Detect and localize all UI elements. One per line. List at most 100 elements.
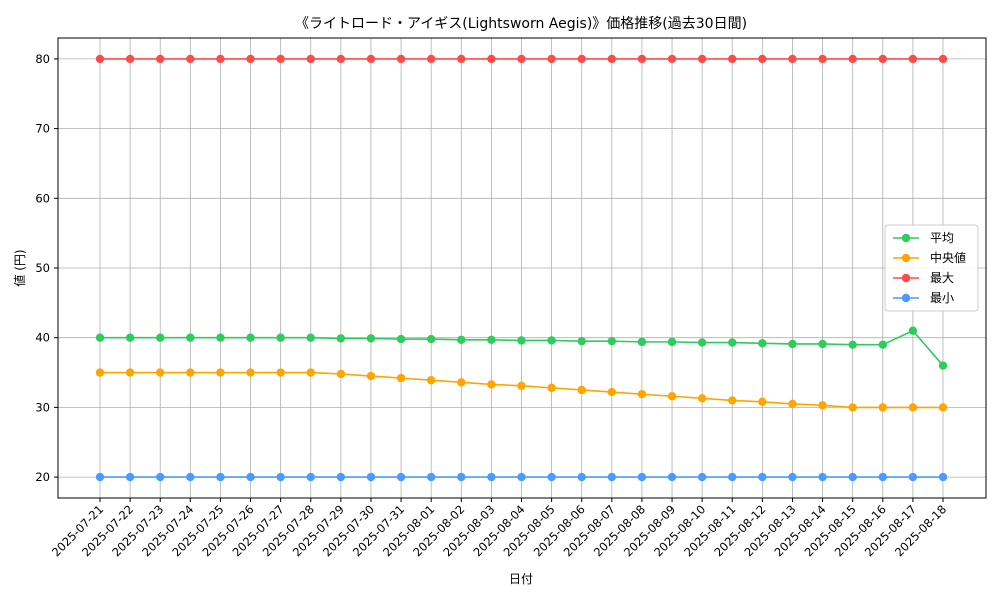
legend-box: [884, 224, 979, 312]
data-point: [547, 383, 556, 393]
data-point: [788, 399, 797, 409]
data-point: [336, 472, 346, 482]
data-point: [276, 472, 285, 482]
data-point: [697, 338, 707, 347]
data-point: [818, 339, 827, 349]
data-point: [306, 54, 315, 64]
data-point: [457, 378, 466, 387]
data-point: [667, 54, 677, 64]
data-point: [426, 334, 436, 344]
legend-label: 最大: [930, 271, 954, 285]
data-point: [577, 472, 586, 482]
y-axis-label: 値 (円): [12, 249, 27, 286]
data-point: [577, 385, 586, 395]
data-point: [878, 472, 887, 482]
data-point: [667, 472, 677, 482]
data-point: [848, 54, 857, 64]
data-point: [216, 472, 225, 482]
data-point: [186, 333, 195, 342]
data-point: [758, 54, 767, 64]
data-point: [938, 361, 948, 370]
y-tick-label: 80: [35, 52, 50, 66]
data-point: [125, 54, 135, 64]
data-point: [246, 368, 255, 377]
data-point: [125, 472, 135, 482]
data-point: [607, 472, 617, 482]
y-tick-label: 40: [35, 331, 50, 345]
data-point: [306, 368, 315, 377]
data-point: [156, 54, 165, 64]
data-point: [336, 54, 346, 64]
data-point: [125, 368, 135, 377]
data-point: [728, 472, 737, 482]
data-point: [246, 472, 255, 482]
series-layer: [95, 54, 948, 482]
data-point: [426, 54, 436, 64]
y-tick-label: 50: [35, 261, 50, 275]
data-point: [938, 403, 948, 412]
data-point: [306, 333, 315, 342]
legend-label: 平均: [930, 231, 954, 245]
data-point: [848, 340, 857, 349]
data-point: [517, 472, 526, 482]
data-point: [607, 387, 617, 397]
data-point: [216, 333, 225, 342]
data-point: [547, 336, 556, 345]
data-point: [457, 335, 466, 344]
data-point: [878, 54, 887, 64]
data-point: [517, 54, 526, 64]
data-point: [728, 338, 737, 347]
data-point: [517, 381, 526, 390]
y-tick-label: 60: [35, 191, 50, 205]
data-point: [366, 371, 376, 381]
legend-label: 最小: [930, 291, 954, 305]
data-point: [426, 376, 436, 385]
data-point: [637, 337, 647, 347]
data-point: [216, 368, 225, 377]
legend-marker: [901, 293, 911, 303]
data-point: [156, 472, 165, 482]
y-tick-label: 20: [35, 470, 50, 484]
data-point: [396, 54, 406, 64]
data-point: [306, 472, 315, 482]
data-point: [487, 54, 496, 64]
data-point: [186, 472, 195, 482]
data-point: [396, 373, 406, 383]
data-point: [938, 54, 948, 64]
data-point: [186, 54, 195, 64]
grid-layer: [58, 38, 986, 498]
data-point: [818, 54, 827, 64]
y-tick-label: 30: [35, 400, 50, 414]
data-point: [276, 54, 285, 64]
data-point: [728, 54, 737, 64]
data-point: [457, 472, 466, 482]
data-point: [457, 54, 466, 64]
data-point: [758, 397, 767, 407]
data-point: [667, 392, 677, 401]
data-point: [758, 472, 767, 482]
x-ticks: 2025-07-212025-07-222025-07-232025-07-24…: [49, 498, 949, 559]
data-point: [878, 403, 887, 412]
data-point: [878, 340, 887, 349]
data-point: [246, 333, 255, 342]
data-point: [366, 54, 376, 64]
y-ticks: 20 30 40 50 60 70 80: [35, 52, 58, 484]
legend-marker: [901, 233, 911, 243]
data-point: [366, 334, 376, 343]
data-point: [216, 54, 225, 64]
data-point: [607, 336, 617, 346]
data-point: [426, 472, 436, 482]
data-point: [547, 472, 556, 482]
data-point: [788, 339, 797, 349]
data-point: [788, 54, 797, 64]
legend-label: 中央値: [930, 250, 966, 265]
data-point: [577, 54, 586, 64]
data-point: [697, 54, 707, 64]
data-point: [818, 472, 827, 482]
data-point: [908, 54, 918, 64]
legend-marker: [901, 253, 911, 263]
data-point: [818, 401, 827, 410]
data-point: [848, 472, 857, 482]
